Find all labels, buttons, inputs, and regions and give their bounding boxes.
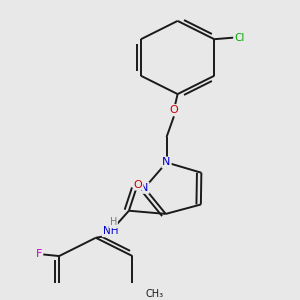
Text: H: H	[110, 218, 117, 227]
Text: O: O	[169, 105, 178, 115]
Text: NH: NH	[103, 226, 118, 236]
Text: F: F	[36, 250, 42, 260]
Text: O: O	[134, 180, 142, 190]
Text: N: N	[140, 183, 149, 193]
Text: Cl: Cl	[234, 33, 244, 43]
Text: N: N	[162, 158, 171, 167]
Text: CH₃: CH₃	[146, 289, 164, 299]
